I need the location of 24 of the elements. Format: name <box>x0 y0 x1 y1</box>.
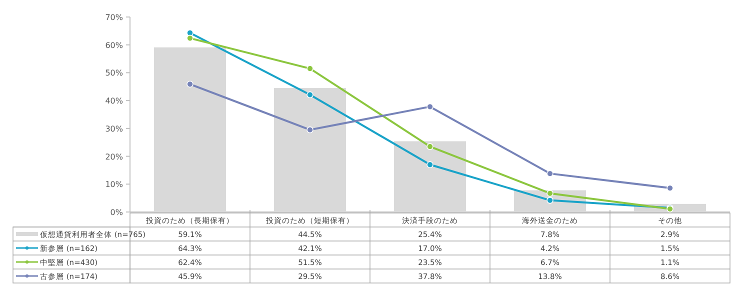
point <box>306 126 314 134</box>
point <box>426 143 434 150</box>
point <box>426 103 434 110</box>
bar <box>274 88 346 212</box>
y-tick-label: 60% <box>105 40 124 50</box>
y-tick-label: 30% <box>105 124 124 134</box>
point <box>306 91 314 98</box>
point <box>666 184 674 192</box>
bar <box>154 47 226 212</box>
y-tick-label: 20% <box>105 152 124 162</box>
y-tick-label: 0% <box>110 208 124 217</box>
y-tick-label: 50% <box>105 68 124 78</box>
y-tick-label: 70% <box>105 13 124 22</box>
point <box>546 190 554 197</box>
point <box>306 65 314 72</box>
point <box>186 29 194 36</box>
point <box>426 161 434 168</box>
point <box>546 196 554 204</box>
bar <box>394 141 466 212</box>
point <box>546 170 554 177</box>
y-tick-label: 10% <box>105 180 124 190</box>
point <box>186 34 194 42</box>
y-tick-label: 40% <box>105 96 124 106</box>
point <box>186 80 194 88</box>
